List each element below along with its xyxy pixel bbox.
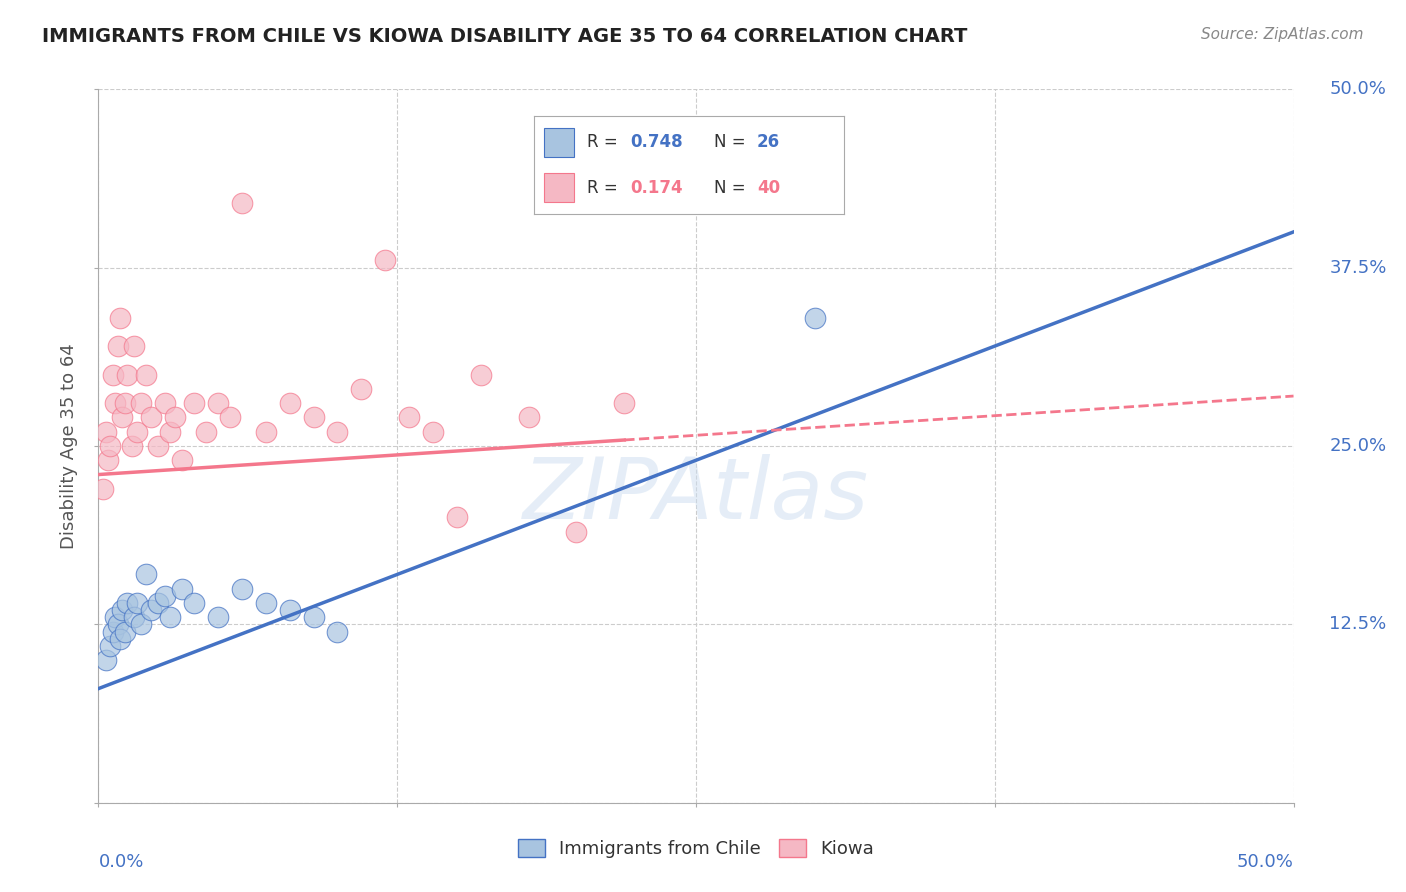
Point: [183, 596, 205, 610]
Point: [114, 396, 136, 410]
Y-axis label: Disability Age 35 to 64: Disability Age 35 to 64: [60, 343, 79, 549]
Point: [97, 453, 120, 467]
Point: [107, 617, 129, 632]
Point: [115, 368, 138, 382]
Point: [219, 410, 242, 425]
Point: [98, 439, 122, 453]
Point: [159, 610, 181, 624]
Bar: [544, 173, 575, 202]
Point: [108, 632, 131, 646]
Point: [302, 610, 325, 624]
Point: [155, 396, 177, 410]
Point: [207, 396, 229, 410]
Point: [139, 603, 162, 617]
Text: R =: R =: [586, 178, 623, 196]
Text: R =: R =: [586, 134, 623, 152]
Text: 26: 26: [756, 134, 780, 152]
Text: N =: N =: [714, 178, 751, 196]
Point: [207, 610, 229, 624]
Text: 25.0%: 25.0%: [1330, 437, 1386, 455]
Point: [231, 196, 253, 211]
Point: [254, 425, 277, 439]
Point: [108, 310, 131, 325]
Point: [98, 639, 122, 653]
Point: [148, 596, 170, 610]
Point: [231, 582, 253, 596]
Text: 0.174: 0.174: [630, 178, 683, 196]
Point: [326, 624, 349, 639]
Point: [131, 617, 153, 632]
Point: [278, 396, 301, 410]
Text: 12.5%: 12.5%: [1330, 615, 1386, 633]
Point: [111, 603, 134, 617]
Point: [125, 425, 148, 439]
Point: [114, 624, 136, 639]
Point: [183, 396, 205, 410]
Point: [139, 410, 162, 425]
Point: [613, 396, 636, 410]
Text: 50.0%: 50.0%: [1237, 853, 1294, 871]
Point: [159, 425, 181, 439]
Point: [115, 596, 138, 610]
Point: [470, 368, 492, 382]
Point: [124, 610, 146, 624]
Text: 0.748: 0.748: [630, 134, 683, 152]
Point: [446, 510, 468, 524]
Point: [374, 253, 396, 268]
Point: [565, 524, 588, 539]
Point: [163, 410, 186, 425]
Text: 50.0%: 50.0%: [1330, 80, 1386, 98]
Text: 0.0%: 0.0%: [98, 853, 143, 871]
Point: [148, 439, 170, 453]
Point: [350, 382, 373, 396]
Text: Source: ZipAtlas.com: Source: ZipAtlas.com: [1201, 27, 1364, 42]
Point: [125, 596, 148, 610]
Point: [155, 589, 177, 603]
Point: [422, 425, 444, 439]
Bar: [544, 128, 575, 157]
Point: [194, 425, 217, 439]
Point: [135, 567, 157, 582]
Point: [135, 368, 157, 382]
Point: [101, 368, 124, 382]
Point: [111, 410, 134, 425]
Point: [121, 439, 143, 453]
Text: 40: 40: [756, 178, 780, 196]
Point: [517, 410, 540, 425]
Point: [107, 339, 129, 353]
Point: [101, 624, 124, 639]
Point: [398, 410, 420, 425]
Point: [172, 582, 194, 596]
Legend: Immigrants from Chile, Kiowa: Immigrants from Chile, Kiowa: [510, 831, 882, 865]
Point: [254, 596, 277, 610]
Point: [91, 482, 114, 496]
Point: [302, 410, 325, 425]
Text: 37.5%: 37.5%: [1330, 259, 1386, 277]
Text: IMMIGRANTS FROM CHILE VS KIOWA DISABILITY AGE 35 TO 64 CORRELATION CHART: IMMIGRANTS FROM CHILE VS KIOWA DISABILIT…: [42, 27, 967, 45]
Point: [804, 310, 827, 325]
Point: [172, 453, 194, 467]
Point: [94, 653, 117, 667]
Point: [124, 339, 146, 353]
Point: [104, 610, 127, 624]
Text: N =: N =: [714, 134, 751, 152]
Point: [326, 425, 349, 439]
Point: [94, 425, 117, 439]
Point: [278, 603, 301, 617]
Point: [104, 396, 127, 410]
Point: [131, 396, 153, 410]
Text: ZIPAtlas: ZIPAtlas: [523, 454, 869, 538]
